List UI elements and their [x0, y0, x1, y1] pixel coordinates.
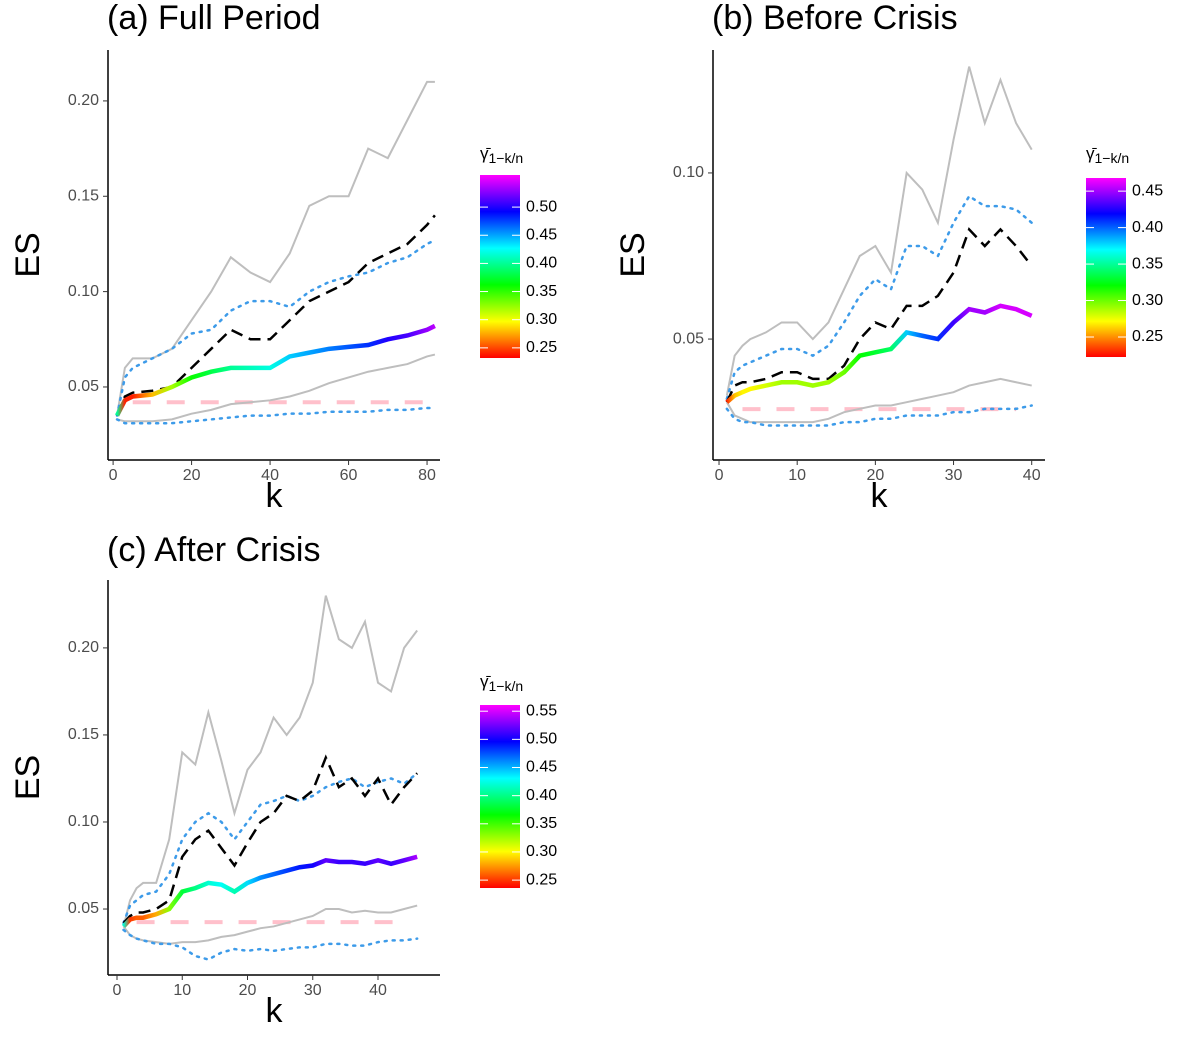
x-axis-label: k — [871, 477, 889, 515]
y-axis-label: ES — [9, 755, 47, 800]
colorbar-title: γ̄1−k/n — [1086, 144, 1129, 165]
colorbar-tick-label: 0.25 — [526, 871, 557, 888]
band-line — [122, 595, 418, 927]
y-tick-label: 0.05 — [673, 330, 704, 347]
colorbar-tick-label: 0.40 — [526, 255, 557, 272]
x-tick-label: 40 — [261, 467, 279, 484]
band-line — [725, 227, 1033, 403]
band-line — [122, 771, 419, 925]
x-axis-label: k — [266, 477, 284, 515]
x-tick-label: 30 — [945, 467, 963, 484]
y-axis-label: ES — [614, 232, 652, 277]
colorbar-tick-label: 0.35 — [526, 815, 557, 832]
colorbar-tick-label: 0.30 — [1132, 292, 1163, 309]
panel-title: (a) Full Period — [107, 0, 321, 37]
x-tick-label: 0 — [109, 467, 118, 484]
y-tick-label: 0.05 — [68, 378, 99, 395]
panel-title: (b) Before Crisis — [712, 0, 958, 37]
colorbar — [480, 705, 520, 888]
band-line — [115, 214, 436, 417]
band-line — [115, 406, 437, 425]
colorbar-tick-label: 0.50 — [526, 731, 557, 748]
y-tick-label: 0.10 — [673, 164, 704, 181]
x-tick-label: 0 — [113, 982, 122, 999]
estimate-line — [121, 854, 418, 928]
band-line — [115, 238, 437, 417]
x-axis-label: k — [266, 992, 284, 1030]
colorbar-tick-label: 0.45 — [526, 759, 557, 776]
y-tick-label: 0.05 — [68, 900, 99, 917]
colorbar — [480, 175, 520, 358]
colorbar-tick-label: 0.25 — [1132, 328, 1163, 345]
x-tick-label: 0 — [715, 467, 724, 484]
colorbar-tick-label: 0.55 — [526, 702, 557, 719]
x-tick-label: 10 — [173, 982, 191, 999]
band-line — [122, 904, 418, 945]
colorbar-title: γ̄1−k/n — [480, 672, 523, 693]
colorbar-tick-label: 0.45 — [526, 226, 557, 243]
colorbar-tick-label: 0.25 — [526, 339, 557, 356]
y-tick-label: 0.10 — [68, 283, 99, 300]
y-tick-label: 0.20 — [68, 92, 99, 109]
band-line — [725, 194, 1033, 401]
x-tick-label: 60 — [340, 467, 358, 484]
colorbar-tick-label: 0.45 — [1132, 182, 1163, 199]
band-line — [122, 754, 419, 924]
colorbar-subscript: 1−k/n — [489, 150, 524, 166]
band-line — [116, 353, 436, 423]
panel-title: (c) After Crisis — [107, 531, 320, 569]
y-axis-label: ES — [9, 232, 47, 277]
x-tick-label: 20 — [866, 467, 884, 484]
band-line — [725, 66, 1033, 396]
estimate-line — [115, 323, 436, 417]
colorbar-tick-label: 0.30 — [526, 843, 557, 860]
y-tick-label: 0.15 — [68, 726, 99, 743]
colorbar-symbol: γ̄ — [1086, 144, 1098, 163]
colorbar-title: γ̄1−k/n — [480, 144, 523, 165]
x-tick-label: 40 — [1023, 467, 1041, 484]
colorbar-tick-label: 0.50 — [526, 198, 557, 215]
colorbar-symbol: γ̄ — [480, 672, 492, 691]
y-tick-label: 0.15 — [68, 187, 99, 204]
band-line — [122, 928, 419, 961]
colorbar-tick-label: 0.35 — [526, 283, 557, 300]
colorbar-tick-label: 0.40 — [526, 787, 557, 804]
band-line — [725, 404, 1033, 427]
colorbar-symbol: γ̄ — [480, 144, 492, 163]
colorbar-tick-label: 0.40 — [1132, 219, 1163, 236]
colorbar-tick-label: 0.30 — [526, 311, 557, 328]
y-tick-label: 0.20 — [68, 639, 99, 656]
colorbar-subscript: 1−k/n — [1095, 150, 1130, 166]
x-tick-label: 20 — [183, 467, 201, 484]
x-tick-label: 40 — [369, 982, 387, 999]
x-tick-label: 20 — [239, 982, 257, 999]
colorbar-subscript: 1−k/n — [489, 678, 524, 694]
x-tick-label: 30 — [304, 982, 322, 999]
colorbar — [1086, 178, 1126, 357]
estimate-line — [725, 303, 1033, 404]
y-tick-label: 0.10 — [68, 813, 99, 830]
band-line — [725, 377, 1032, 424]
colorbar-tick-label: 0.35 — [1132, 255, 1163, 272]
x-tick-label: 80 — [418, 467, 436, 484]
x-tick-label: 10 — [788, 467, 806, 484]
